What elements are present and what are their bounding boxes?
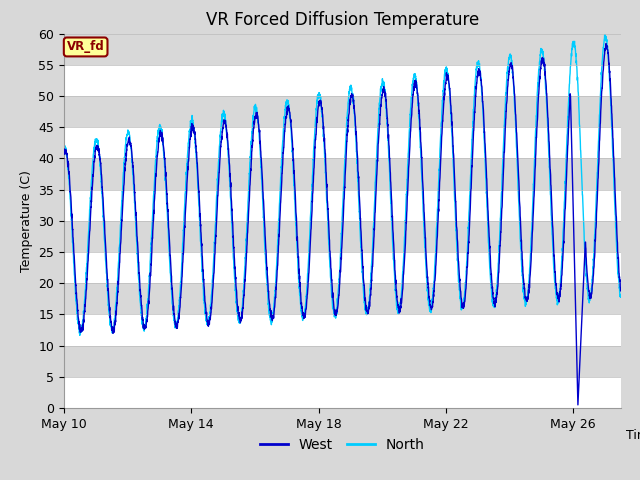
Bar (64, 252, 621, 283)
Bar (64, 65, 621, 96)
Bar (64, 190, 621, 221)
Bar (64, 283, 621, 314)
Bar (64, 127, 621, 158)
Bar (64, 34, 621, 65)
Text: VR_fd: VR_fd (67, 40, 104, 53)
Bar (64, 314, 621, 346)
Bar (64, 96, 621, 127)
Bar (64, 158, 621, 190)
Bar (64, 221, 621, 252)
Bar (64, 346, 621, 377)
Bar (64, 377, 621, 408)
Y-axis label: Temperature (C): Temperature (C) (20, 170, 33, 272)
Text: Time: Time (627, 429, 640, 442)
Legend: West, North: West, North (255, 432, 430, 457)
Title: VR Forced Diffusion Temperature: VR Forced Diffusion Temperature (206, 11, 479, 29)
